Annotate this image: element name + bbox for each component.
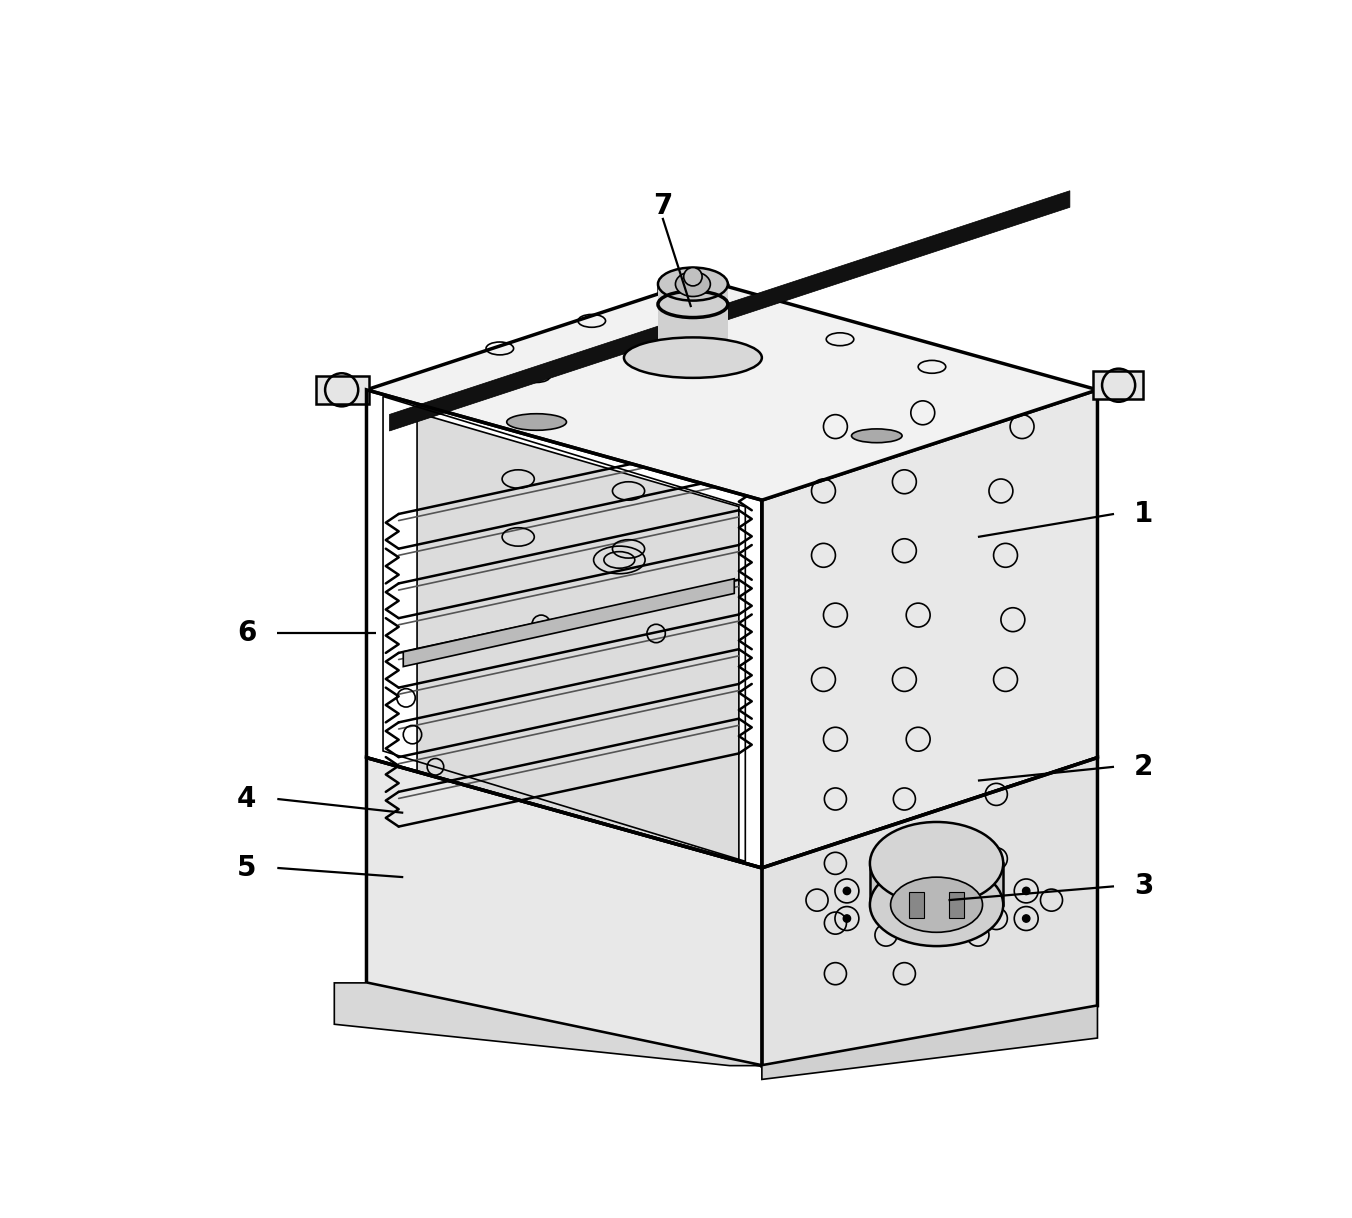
Polygon shape	[316, 376, 369, 403]
Text: 3: 3	[1134, 872, 1153, 900]
Polygon shape	[366, 758, 763, 1066]
Ellipse shape	[658, 268, 727, 301]
Polygon shape	[389, 191, 1069, 431]
Polygon shape	[366, 279, 1098, 501]
Polygon shape	[869, 864, 1003, 905]
Ellipse shape	[852, 429, 902, 442]
Ellipse shape	[623, 337, 763, 378]
Text: 1: 1	[1134, 499, 1153, 527]
Ellipse shape	[507, 414, 566, 430]
Circle shape	[684, 268, 702, 286]
Circle shape	[1022, 887, 1030, 894]
Circle shape	[844, 915, 850, 922]
Ellipse shape	[869, 822, 1003, 905]
Polygon shape	[909, 892, 923, 917]
Polygon shape	[334, 983, 763, 1066]
Text: 4: 4	[237, 784, 256, 812]
Polygon shape	[763, 390, 1098, 868]
Ellipse shape	[869, 864, 1003, 946]
Polygon shape	[1092, 371, 1144, 400]
Text: 5: 5	[237, 854, 256, 882]
Text: 2: 2	[1134, 753, 1153, 781]
Ellipse shape	[891, 877, 983, 932]
Text: 6: 6	[237, 620, 256, 648]
Circle shape	[844, 887, 850, 894]
Polygon shape	[416, 413, 740, 868]
Polygon shape	[658, 284, 727, 358]
Polygon shape	[949, 892, 964, 917]
Circle shape	[1022, 915, 1030, 922]
Polygon shape	[403, 579, 734, 666]
Polygon shape	[763, 1006, 1098, 1079]
Text: 7: 7	[653, 192, 672, 220]
Polygon shape	[763, 758, 1098, 1066]
Ellipse shape	[676, 272, 710, 296]
